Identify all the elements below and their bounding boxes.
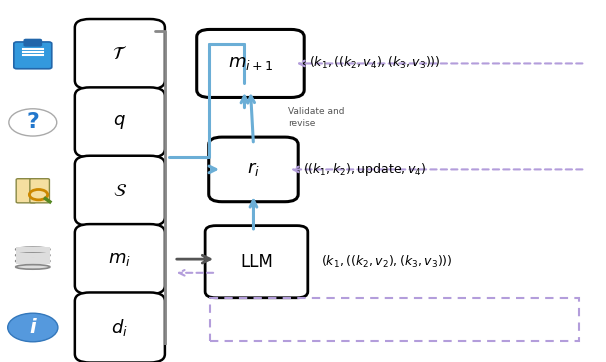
FancyBboxPatch shape <box>75 87 165 157</box>
FancyBboxPatch shape <box>75 292 165 362</box>
Text: $m_{i+1}$: $m_{i+1}$ <box>228 54 273 72</box>
FancyBboxPatch shape <box>205 226 308 298</box>
Text: $d_i$: $d_i$ <box>112 317 128 338</box>
Text: $((k_1,k_2),\mathrm{update},v_4)$: $((k_1,k_2),\mathrm{update},v_4)$ <box>303 161 427 178</box>
Text: $\mathcal{T}$: $\mathcal{T}$ <box>112 45 127 63</box>
FancyBboxPatch shape <box>208 137 298 202</box>
Ellipse shape <box>16 253 50 257</box>
FancyBboxPatch shape <box>16 247 50 253</box>
Text: $\mathcal{S}$: $\mathcal{S}$ <box>113 182 127 200</box>
Text: $(k_1,((k_2,v_2),(k_3,v_3)))$: $(k_1,((k_2,v_2),(k_3,v_3)))$ <box>321 254 453 270</box>
Text: i: i <box>30 318 36 337</box>
FancyBboxPatch shape <box>14 42 52 69</box>
Ellipse shape <box>16 247 50 252</box>
Text: $(k_1,((k_2,v_4),(k_3,v_3)))$: $(k_1,((k_2,v_4),(k_3,v_3)))$ <box>309 55 441 72</box>
FancyBboxPatch shape <box>24 39 41 46</box>
Text: $q$: $q$ <box>113 113 126 131</box>
Ellipse shape <box>16 259 50 264</box>
FancyBboxPatch shape <box>30 179 50 203</box>
FancyBboxPatch shape <box>16 179 36 203</box>
Text: LLM: LLM <box>240 253 273 271</box>
Ellipse shape <box>16 265 50 269</box>
FancyBboxPatch shape <box>75 19 165 89</box>
Text: $r_i$: $r_i$ <box>247 160 260 178</box>
FancyBboxPatch shape <box>197 29 304 97</box>
FancyBboxPatch shape <box>16 258 50 264</box>
Text: Validate and
revise: Validate and revise <box>288 107 344 128</box>
FancyBboxPatch shape <box>75 156 165 226</box>
FancyBboxPatch shape <box>16 253 50 258</box>
FancyBboxPatch shape <box>75 224 165 294</box>
Circle shape <box>9 109 57 136</box>
Circle shape <box>8 313 58 342</box>
Text: $m_i$: $m_i$ <box>108 250 132 268</box>
Text: ?: ? <box>27 112 39 132</box>
